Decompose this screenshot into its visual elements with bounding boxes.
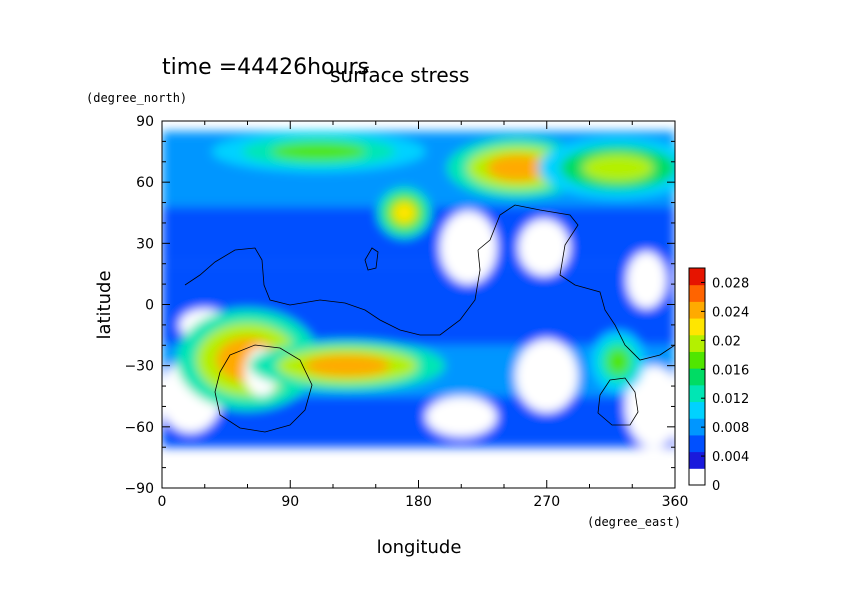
colorbar-swatch [689,368,705,386]
colorbar-label: 0.028 [712,276,749,291]
y-tick-label: −60 [124,420,154,436]
plot-area [162,121,675,488]
colorbar-swatch [689,468,705,486]
x-tick-label: 90 [281,494,299,510]
y-tick-label: 90 [136,114,154,130]
y-unit: (degree_north) [86,91,187,105]
x-tick-label: 0 [158,494,167,510]
colorbar-swatch [689,401,705,419]
y-tick-label: 60 [136,175,154,191]
coastline-australia [214,344,313,433]
colorbar-swatch [689,434,705,453]
x-unit: (degree_east) [587,515,681,529]
colorbar-swatch [689,418,705,436]
field-gap [626,251,667,309]
colorbar: 0.028 0.024 0.02 0.016 0.012 0.008 0.004 0 [688,267,749,494]
x-axis-label: longitude [377,537,462,558]
y-tick-label: 30 [136,236,154,252]
colorbar-label: 0 [712,479,720,494]
chart-title: surface stress [330,63,469,87]
time-label: time =44426hours [162,55,369,80]
colorbar-swatch [689,334,705,352]
colorbar-label: 0.016 [712,363,749,378]
field-gap [439,210,497,285]
field-gap [425,396,497,438]
coastline-south-america [597,377,639,426]
colorbar-swatch [689,351,705,369]
y-axis: 90 60 30 0 −30 −60 −90 [124,114,675,497]
x-tick-label: 270 [533,494,560,510]
colorbar-label: 0.008 [712,421,749,436]
colorbar-swatch [689,318,705,336]
stress-blob [582,154,654,182]
field-gap [515,339,579,413]
stress-blob [606,348,630,376]
colorbar-label: 0.012 [712,392,749,407]
stress-blob [392,201,417,224]
colorbar-swatch [689,284,705,302]
colorbar-label: 0.024 [712,305,749,320]
x-tick-label: 360 [662,494,689,510]
y-tick-label: −90 [124,481,154,497]
colorbar-swatch [689,301,705,319]
stress-blob [271,142,366,161]
coastline-north [477,204,675,361]
coastline-africa [184,247,481,336]
x-tick-label: 180 [405,494,432,510]
colorbar-frame [688,267,706,486]
colorbar-label: 0.02 [712,334,741,349]
y-tick-label: 0 [145,298,154,314]
stress-blob [304,354,391,377]
x-axis: 0 90 180 270 360 [158,121,689,510]
colorbar-swatch [689,451,705,469]
y-tick-label: −30 [124,359,154,375]
stress-blob [486,154,550,182]
coastline-island [364,247,379,271]
field-gap [518,218,570,276]
field-gap [625,365,675,448]
colorbar-label: 0.004 [712,450,749,465]
colorbar-swatch [689,268,705,286]
stress-field [162,131,675,448]
colorbar-swatch [689,384,705,403]
y-axis-label: latitude [94,270,115,339]
